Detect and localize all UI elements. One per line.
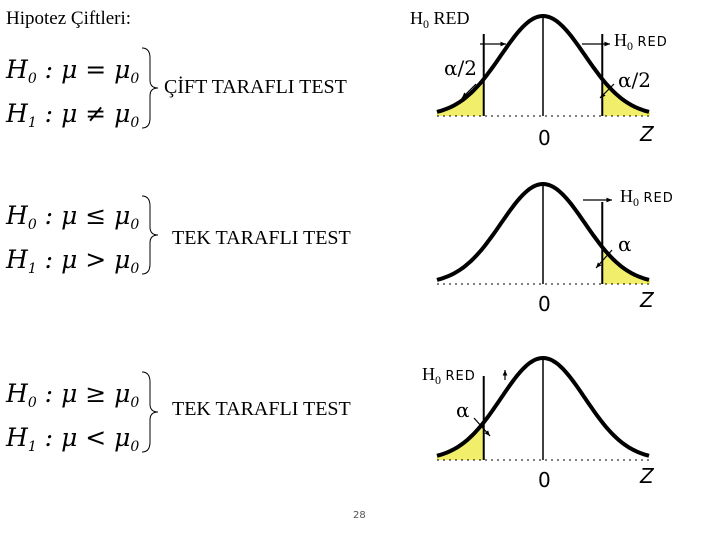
axis-label-3: Z <box>640 464 654 488</box>
axis-label-1: Z <box>640 122 654 146</box>
red-label-2: H0 RED <box>620 186 674 209</box>
rejection-region-right-2 <box>602 246 650 284</box>
test-label-3: TEK TARAFLI TEST <box>172 398 351 420</box>
arrow-red-1a-head <box>500 41 506 47</box>
curve-group-1 <box>436 13 650 117</box>
curve-group-2 <box>436 181 650 285</box>
arrow-alpha-1a-head <box>462 92 468 98</box>
alpha-label-2: α <box>618 232 632 256</box>
arrow-red-1b-head <box>604 41 610 47</box>
arrow-red-2-head <box>606 197 612 203</box>
center-label-2: 0 <box>538 292 551 316</box>
red-label-1a: H0 RED <box>410 8 470 31</box>
hypothesis-h0-2: H0 : μ ≤ μ0 <box>6 201 140 234</box>
brace-3 <box>141 371 159 453</box>
alpha-label-1b: α/2 <box>618 68 651 92</box>
hypothesis-h1-1: H1 : μ ≠ μ0 <box>6 99 140 132</box>
brace-2 <box>141 195 159 275</box>
rejection-region-right-1 <box>602 78 650 116</box>
page-number: 28 <box>353 510 366 521</box>
hypothesis-h0-1: H0 : μ = μ0 <box>6 55 140 88</box>
arrow-red-3-head <box>502 370 508 376</box>
hypothesis-h1-2: H1 : μ > μ0 <box>6 245 140 278</box>
hypothesis-h1-3: H1 : μ < μ0 <box>6 423 140 456</box>
test-label-2: TEK TARAFLI TEST <box>172 227 351 249</box>
red-label-3: H0 RED <box>422 364 476 387</box>
alpha-label-3: α <box>456 398 470 422</box>
arrow-alpha-1b-head <box>600 92 606 98</box>
axis-label-2: Z <box>640 288 654 312</box>
page-title: Hipotez Çiftleri: <box>6 8 132 29</box>
rejection-region-left-3 <box>437 422 484 460</box>
center-label-1: 0 <box>538 126 551 150</box>
red-label-1b: H0 RED <box>614 30 668 53</box>
test-label-1: ÇİFT TARAFLI TEST <box>164 76 347 98</box>
curve-group-3 <box>436 355 650 461</box>
center-label-3: 0 <box>538 468 551 492</box>
brace-1 <box>141 47 159 129</box>
rejection-region-left-1 <box>437 78 484 116</box>
arrow-alpha-3-head <box>484 430 490 436</box>
alpha-label-1a: α/2 <box>444 56 477 80</box>
arrow-alpha-2-head <box>596 262 602 268</box>
hypothesis-h0-3: H0 : μ ≥ μ0 <box>6 379 140 412</box>
